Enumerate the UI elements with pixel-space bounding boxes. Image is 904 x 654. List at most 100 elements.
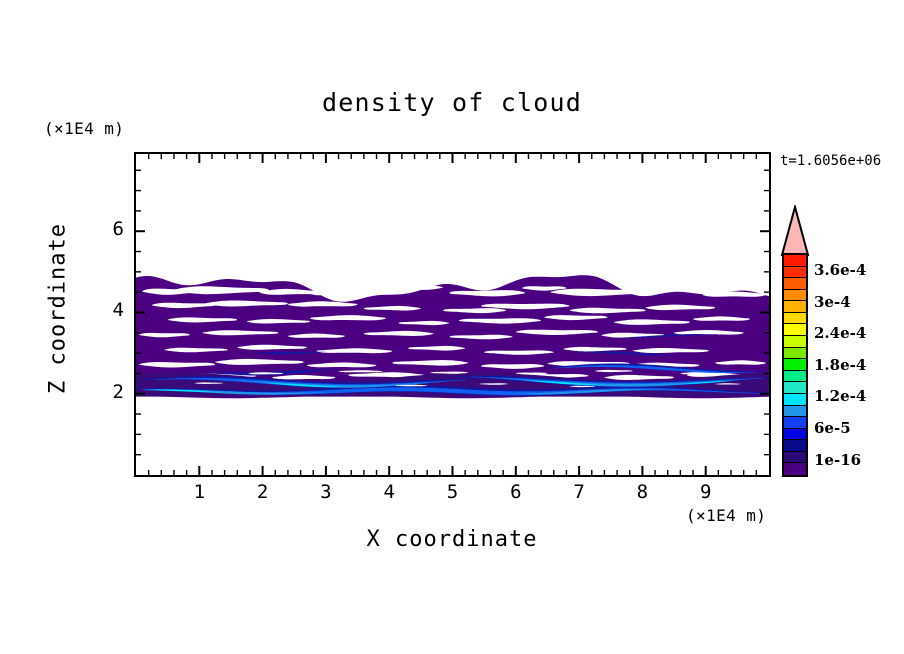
colorbar-band bbox=[784, 266, 806, 279]
x-tick-label: 9 bbox=[699, 481, 712, 503]
colorbar-tick-label: 2.4e-4 bbox=[814, 324, 867, 343]
colorbar-band bbox=[784, 370, 806, 383]
contour-gap bbox=[515, 329, 599, 335]
contour-gap bbox=[167, 317, 238, 323]
contour-gap bbox=[194, 382, 223, 384]
x-tick-label: 6 bbox=[510, 481, 522, 503]
x-tick-label: 5 bbox=[446, 481, 459, 503]
y-axis-title: Z coordinate bbox=[45, 223, 71, 394]
contour-filament bbox=[249, 351, 326, 355]
contour-filament bbox=[522, 380, 605, 386]
colorbar-band bbox=[784, 336, 806, 348]
contour-gap bbox=[702, 291, 766, 297]
contour-filament bbox=[617, 334, 719, 338]
contour-gap bbox=[310, 315, 386, 321]
contour-gap bbox=[449, 334, 513, 340]
colorbar-tick-label: 1.8e-4 bbox=[814, 355, 867, 374]
contour-gap bbox=[443, 308, 507, 314]
colorbar-band bbox=[784, 347, 806, 360]
colorbar-band bbox=[784, 463, 806, 475]
contour-gap bbox=[515, 372, 548, 375]
x-tick-label: 3 bbox=[320, 481, 332, 503]
contour-gap bbox=[674, 330, 744, 335]
contour-gap bbox=[205, 300, 288, 307]
contour-gap bbox=[645, 304, 716, 311]
contour-gap bbox=[306, 362, 377, 368]
contour-filament bbox=[237, 380, 428, 388]
colorbar-tick-label: 1e-16 bbox=[814, 450, 862, 469]
colorbar-tick-label: 6e-5 bbox=[814, 419, 851, 437]
contour-gap bbox=[715, 360, 766, 365]
contour-gap bbox=[395, 384, 428, 387]
contour-filament bbox=[145, 389, 222, 393]
colorbar-band bbox=[784, 417, 806, 429]
contour-filament bbox=[199, 369, 339, 376]
contour-gap bbox=[569, 307, 646, 314]
plot-area bbox=[134, 152, 771, 477]
contour-gap bbox=[550, 288, 652, 297]
x-axis-title: X coordinate bbox=[366, 527, 538, 552]
contour-gap bbox=[458, 318, 542, 324]
contour-gap bbox=[715, 383, 741, 385]
y-axis-unit-label: (×1E4 m) bbox=[44, 119, 125, 138]
colorbar-band bbox=[784, 393, 806, 406]
contour-filament bbox=[262, 382, 345, 387]
contour-gap bbox=[259, 288, 323, 295]
contour-gap bbox=[287, 301, 358, 307]
contour-gap bbox=[174, 286, 269, 295]
contour-gap bbox=[164, 347, 228, 353]
contour-gap bbox=[272, 375, 336, 380]
colorbar-band bbox=[784, 301, 806, 313]
contour-gap bbox=[484, 350, 554, 355]
contour-gap bbox=[632, 348, 709, 353]
contour-filament bbox=[572, 351, 681, 356]
colorbar-band bbox=[784, 428, 806, 441]
colorbar-band bbox=[784, 278, 806, 290]
contour-gap bbox=[392, 360, 469, 366]
y-tick-label: 4 bbox=[112, 299, 124, 322]
contour-gap bbox=[151, 302, 216, 309]
contour-gap bbox=[139, 332, 190, 338]
contour-filament bbox=[471, 376, 763, 387]
contour-gap bbox=[348, 372, 424, 378]
y-axis-title-wrapper: Z coordinate bbox=[46, 189, 71, 429]
contour-gap bbox=[338, 370, 383, 373]
x-tick-label: 4 bbox=[383, 481, 395, 503]
colorbar-band bbox=[784, 440, 806, 452]
contour-filament bbox=[515, 389, 656, 395]
page-title: density of cloud bbox=[321, 88, 583, 117]
colorbar-band bbox=[784, 324, 806, 337]
colorbar-band bbox=[784, 405, 806, 418]
colorbar-band bbox=[784, 382, 806, 394]
contour-gap bbox=[481, 364, 545, 369]
x-tick-label: 1 bbox=[193, 481, 206, 503]
contour-filament bbox=[680, 380, 731, 385]
contour-gap bbox=[310, 290, 361, 296]
contour-gap bbox=[215, 358, 304, 365]
x-axis-unit-label: (×1E4 m) bbox=[686, 506, 767, 525]
contour-gap bbox=[636, 282, 719, 289]
contour-filament bbox=[503, 378, 738, 387]
colorbar-tick-label: 1.2e-4 bbox=[814, 387, 867, 406]
colorbar-band bbox=[784, 312, 806, 325]
colorbar-band bbox=[784, 359, 806, 371]
colorbar-overflow-arrow-icon bbox=[780, 205, 810, 256]
contour-gap bbox=[430, 371, 469, 374]
contour-field bbox=[136, 154, 769, 475]
contour-gap bbox=[398, 320, 450, 326]
contour-gap bbox=[248, 372, 284, 375]
contour-gap bbox=[237, 344, 307, 350]
contour-gap bbox=[449, 290, 526, 297]
colorbar-tick-label: 3.6e-4 bbox=[814, 261, 867, 279]
contour-gap bbox=[202, 330, 279, 336]
contour-gap bbox=[287, 333, 345, 338]
contour-gap bbox=[481, 303, 570, 310]
contour-gap bbox=[363, 305, 421, 311]
contour-gap bbox=[363, 330, 434, 336]
contour-filament bbox=[553, 365, 757, 374]
contour-gap bbox=[563, 346, 627, 352]
contour-gap bbox=[522, 286, 567, 291]
contour-gap bbox=[246, 318, 311, 324]
contour-filament bbox=[452, 375, 769, 388]
